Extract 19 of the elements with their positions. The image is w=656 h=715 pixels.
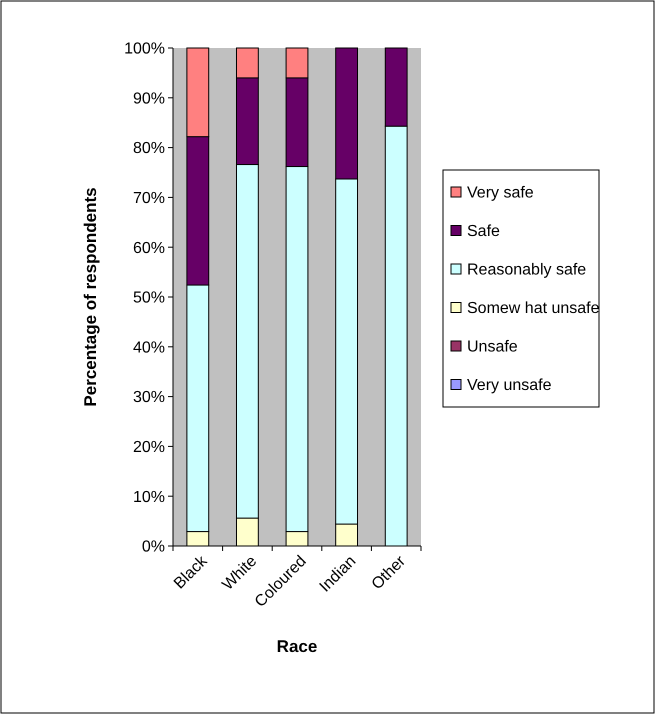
legend-label: Reasonably safe: [467, 262, 586, 279]
y-tick-label: 80%: [132, 140, 165, 158]
legend-label: Very unsafe: [467, 377, 552, 394]
legend-label: Unsafe: [467, 338, 518, 356]
y-tick-label: 20%: [132, 439, 165, 456]
y-tick-label: 60%: [132, 240, 165, 257]
y-tick-label: 30%: [132, 389, 165, 406]
y-axis-title: Percentage of respondents: [81, 187, 100, 407]
y-tick-label: 90%: [132, 90, 165, 108]
legend-label: Somew hat unsafe: [467, 300, 600, 318]
legend-label: Safe: [467, 223, 500, 240]
y-tick-label: 70%: [132, 190, 165, 207]
y-tick-label: 100%: [124, 40, 165, 58]
y-tick-label: 50%: [132, 290, 165, 307]
y-tick-label: 40%: [132, 339, 165, 356]
y-tick-label: 0%: [142, 538, 165, 556]
y-tick-label: 10%: [132, 488, 165, 506]
legend-label: Very safe: [467, 184, 534, 202]
x-axis-title: Race: [276, 637, 318, 656]
